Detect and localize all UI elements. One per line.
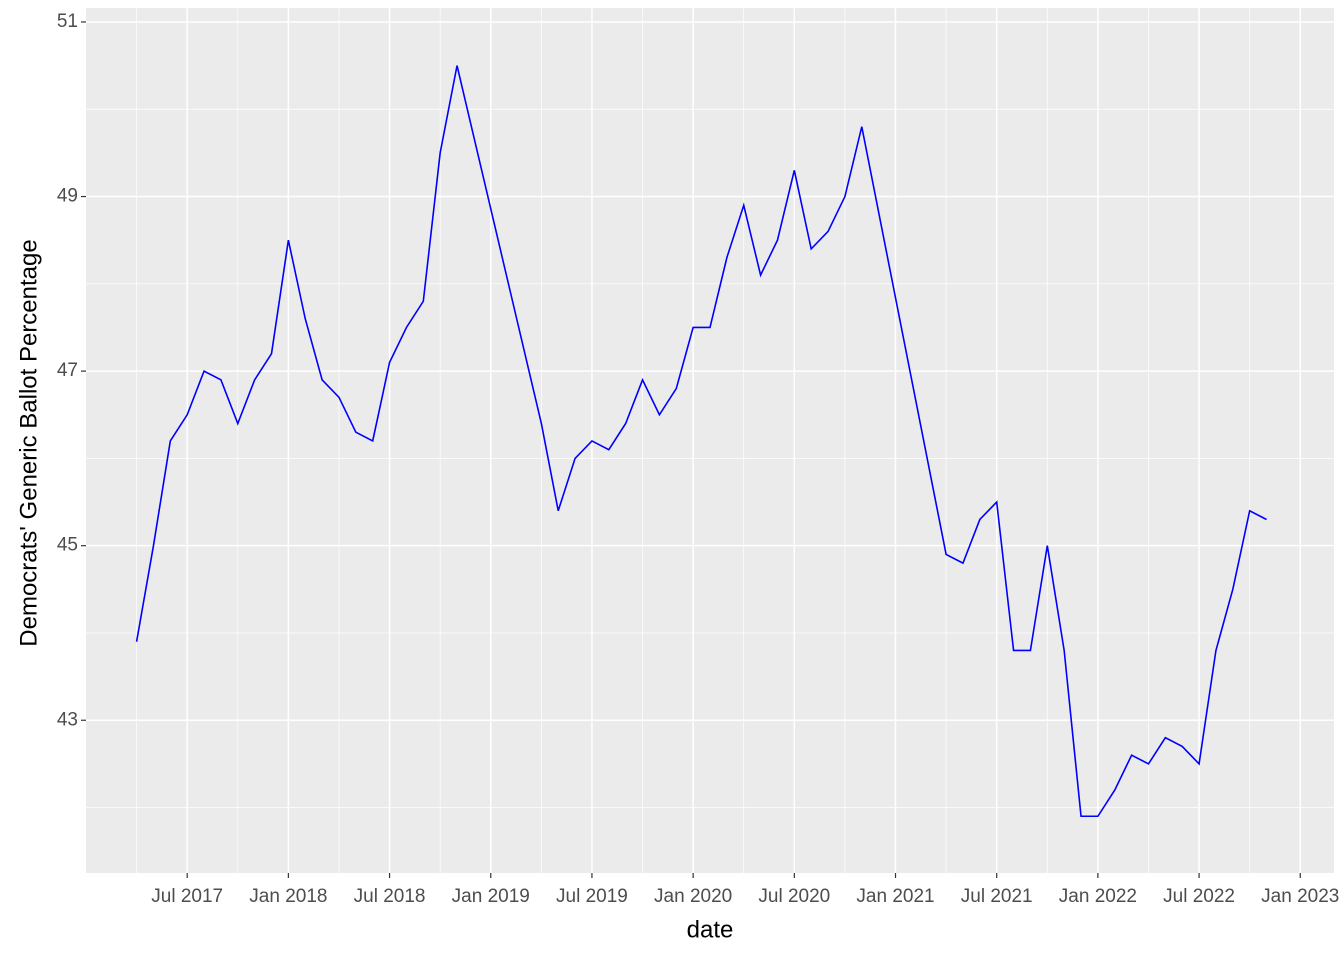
y-tick-label: 47 [57, 360, 78, 381]
x-tick-label: Jul 2019 [556, 886, 628, 907]
x-tick-label: Jul 2017 [151, 886, 223, 907]
x-tick-label: Jan 2023 [1261, 886, 1339, 907]
x-tick-label: Jul 2021 [961, 886, 1033, 907]
y-tick-label: 51 [57, 11, 78, 32]
data-line [135, 65, 1267, 818]
x-tick-label: Jan 2021 [856, 886, 934, 907]
x-tick-label: Jul 2022 [1163, 886, 1235, 907]
plot-background [86, 8, 1334, 873]
x-tick-label: Jul 2020 [758, 886, 830, 907]
x-tick-label: Jul 2018 [354, 886, 426, 907]
y-tick-label: 43 [57, 709, 78, 730]
y-tick-label: 49 [57, 186, 78, 207]
x-tick-label: Jan 2018 [249, 886, 327, 907]
x-tick-label: Jan 2020 [654, 886, 732, 907]
x-tick-label: Jan 2019 [452, 886, 530, 907]
y-tick-label: 45 [57, 535, 78, 556]
y-axis-title: Democrats' Generic Ballot Percentage [15, 239, 42, 646]
x-axis-title: date [687, 916, 734, 943]
x-tick-label: Jan 2022 [1059, 886, 1137, 907]
